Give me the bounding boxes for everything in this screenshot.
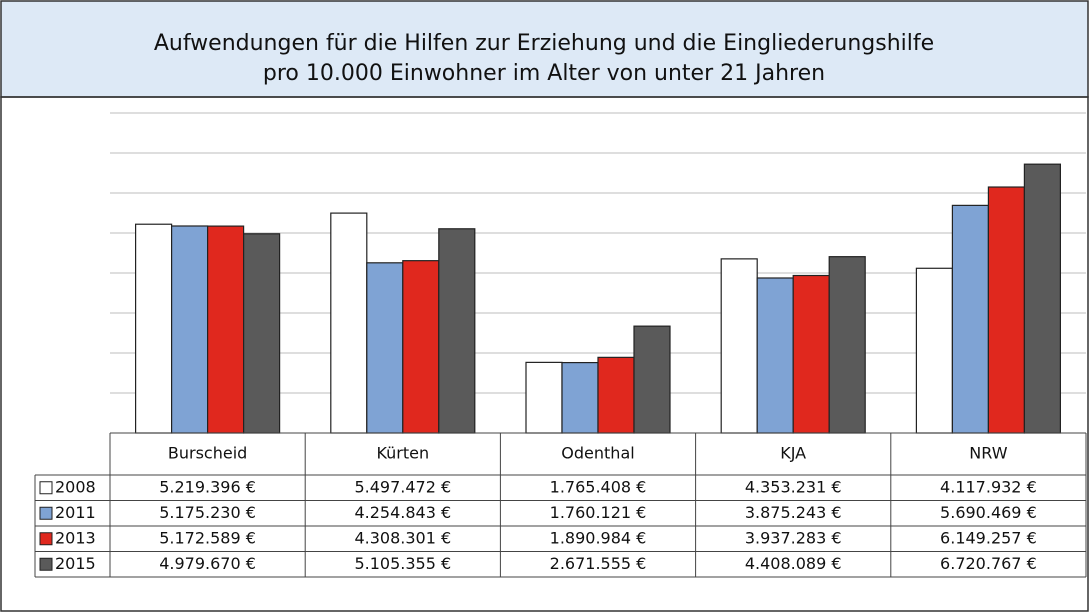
bar: [828, 256, 866, 434]
chart-subtitle: pro 10.000 Einwohner im Alter von unter …: [263, 61, 825, 86]
table-cell: 6.720.767 €: [940, 554, 1037, 573]
x-tick-label: Kürten: [376, 444, 429, 463]
bar: [207, 225, 245, 434]
bar: [597, 356, 635, 434]
bar: [951, 204, 990, 434]
x-tick-label: Burscheid: [168, 444, 247, 463]
chart-title: Aufwendungen für die Hilfen zur Erziehun…: [154, 31, 934, 56]
bar: [366, 262, 404, 434]
table-cell: 1.760.121 €: [550, 503, 647, 522]
legend-swatch: [39, 532, 53, 546]
table-cell: 1.890.984 €: [550, 528, 647, 547]
bar: [135, 223, 173, 434]
table-cell: 4.353.231 €: [745, 477, 842, 496]
title-box: [0, 0, 1089, 98]
legend-label: 2011: [55, 503, 96, 522]
legend-label: 2013: [55, 528, 96, 547]
bar: [633, 325, 671, 434]
table-cell: 5.105.355 €: [354, 554, 451, 573]
bar: [243, 233, 281, 434]
bar: [525, 361, 563, 434]
table-cell: 4.117.932 €: [940, 477, 1037, 496]
table-cell: 6.149.257 €: [940, 528, 1037, 547]
table-cell: 4.308.301 €: [354, 528, 451, 547]
bar: [438, 228, 476, 434]
table-cell: 2.671.555 €: [550, 554, 647, 573]
legend-swatch: [39, 557, 53, 571]
bar: [987, 186, 1026, 434]
table-cell: 3.875.243 €: [745, 503, 842, 522]
bar: [402, 260, 440, 434]
table-cell: 5.219.396 €: [159, 477, 256, 496]
legend-label: 2015: [55, 554, 96, 573]
bar: [915, 267, 954, 434]
table-cell: 4.254.843 €: [354, 503, 451, 522]
bar: [171, 225, 209, 434]
bar: [561, 361, 599, 434]
table-cell: 3.937.283 €: [745, 528, 842, 547]
table-cell: 4.979.670 €: [159, 554, 256, 573]
legend-label: 2008: [55, 477, 96, 496]
x-tick-label: Odenthal: [561, 444, 634, 463]
table-cell: 5.172.589 €: [159, 528, 256, 547]
bar: [1023, 163, 1062, 434]
bar: [792, 274, 830, 434]
table-cell: 4.408.089 €: [745, 554, 842, 573]
x-tick-label: NRW: [969, 444, 1007, 463]
table-cell: 5.497.472 €: [354, 477, 451, 496]
bar: [720, 258, 758, 434]
legend-swatch: [39, 481, 53, 495]
table-cell: 1.765.408 €: [550, 477, 647, 496]
frame: [0, 96, 1089, 612]
table-cell: 5.690.469 €: [940, 503, 1037, 522]
table-cell: 5.175.230 €: [159, 503, 256, 522]
bar: [330, 212, 368, 434]
x-tick-label: KJA: [780, 444, 806, 463]
bar: [756, 277, 794, 434]
legend-swatch: [39, 506, 53, 520]
